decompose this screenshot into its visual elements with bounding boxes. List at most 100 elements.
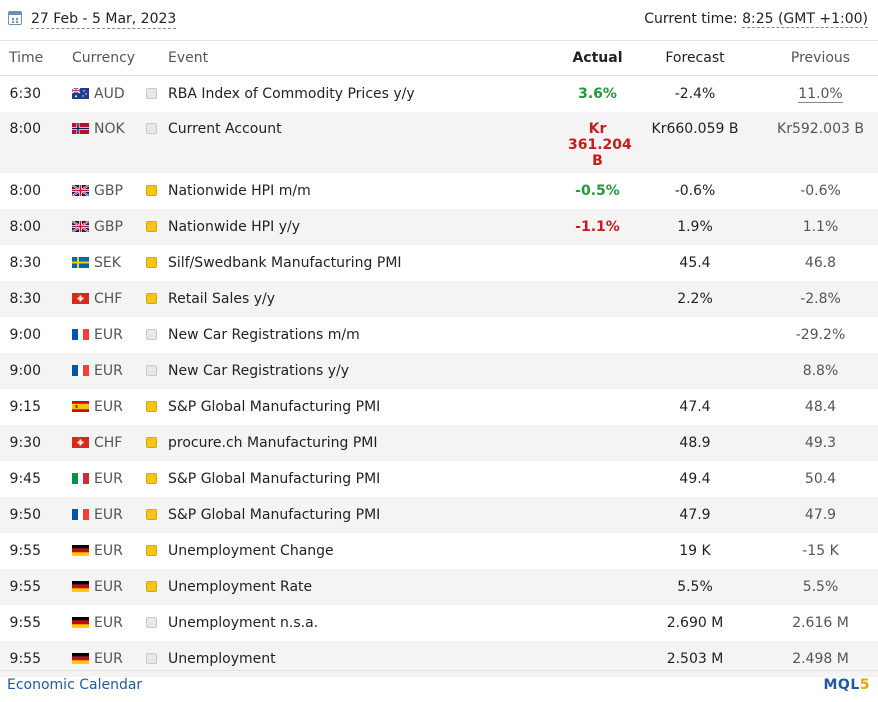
currency-code: EUR [94,363,123,379]
event-name[interactable]: New Car Registrations y/y [168,353,568,389]
france-flag-icon [72,508,89,520]
table-row[interactable]: 9:15 EUR S&P Global Manufacturing PMI 47.4 4… [0,389,878,425]
table-row[interactable]: 9:30 CHF procure.ch Manufacturing PMI 48.9 4… [0,425,878,461]
importance-indicator-icon [146,365,157,376]
event-previous: 1.1% [763,209,878,245]
event-previous: Kr592.003 B [763,112,878,173]
col-previous: Previous [763,41,878,76]
table-row[interactable]: 9:55 EUR Unemployment 2.503 M 2.498 M [0,641,878,677]
table-row[interactable]: 9:00 EUR New Car Registrations m/m -29.2% [0,317,878,353]
event-forecast: -2.4% [674,86,716,102]
col-time: Time [0,41,72,76]
event-name[interactable]: RBA Index of Commodity Prices y/y [168,86,415,102]
event-previous: 49.3 [763,425,878,461]
event-forecast: 2.2% [627,281,763,317]
previous-value: 46.8 [804,255,837,271]
event-actual [568,605,627,641]
event-name[interactable]: Unemployment [168,641,568,677]
event-time: 8:00 [9,183,41,199]
event-name[interactable]: S&P Global Manufacturing PMI [168,497,568,533]
event-forecast: 2.690 M [666,615,724,631]
previous-value: 1.1% [802,219,839,235]
event-name[interactable]: Current Account [168,112,568,173]
table-row[interactable]: 8:30 SEK Silf/Swedbank Manufacturing PMI 45… [0,245,878,281]
table-row[interactable]: 9:45 EUR S&P Global Manufacturing PMI 49.4 5… [0,461,878,497]
date-range-selector[interactable]: 27 Feb - 5 Mar, 2023 [31,11,177,29]
event-name[interactable]: Nationwide HPI m/m [168,183,311,199]
event-name[interactable]: S&P Global Manufacturing PMI [168,399,381,415]
importance-indicator-icon [146,473,157,484]
importance-cell [146,605,168,641]
event-previous: 47.9 [763,497,878,533]
importance-cell [146,281,168,317]
event-time: 9:45 [9,471,41,487]
event-name[interactable]: Unemployment n.s.a. [168,615,319,631]
currency-code: EUR [94,471,123,487]
germany-flag-icon [72,616,89,628]
previous-value: -15 K [802,543,839,559]
table-row[interactable]: 8:00 NOK Current Account Kr 361.204 B Kr660.0… [0,112,878,173]
table-header: Time Currency Event Actual Forecast Prev… [0,41,878,76]
uk-flag-icon [71,220,90,233]
table-row[interactable]: 8:30 CHF Retail Sales y/y 2.2% -2.8% [0,281,878,317]
event-time: 8:30 [0,281,72,317]
table-row[interactable]: 9:55 EUR Unemployment Change 19 K -15 K [0,533,878,569]
calendar-icon[interactable] [8,11,22,25]
importance-cell [146,461,168,497]
table-row[interactable]: 9:55 EUR Unemployment n.s.a. 2.690 M 2.616 M [0,605,878,641]
event-name[interactable]: Silf/Swedbank Manufacturing PMI [168,255,402,271]
importance-indicator-icon [146,257,157,268]
france-flag-icon [72,328,89,340]
importance-cell [146,569,168,605]
event-currency: EUR [72,317,146,353]
event-forecast [627,353,763,389]
event-name[interactable]: procure.ch Manufacturing PMI [168,425,568,461]
event-currency: EUR [72,353,146,389]
event-name[interactable]: Unemployment Rate [168,569,568,605]
table-row[interactable]: 6:30 AUD RBA Index of Commodity Prices y/y… [0,76,878,113]
event-time: 8:30 [9,255,41,271]
mql5-logo[interactable]: MQL5 [823,677,870,693]
event-previous: -29.2% [763,317,878,353]
event-time: 8:00 [0,112,72,173]
table-row[interactable]: 9:00 EUR New Car Registrations y/y 8.8% [0,353,878,389]
currency-code: CHF [94,435,123,451]
italy-flag-icon [72,472,89,484]
australia-flag-icon [71,87,89,99]
importance-indicator-icon [146,617,157,628]
importance-indicator-icon [146,88,157,99]
importance-indicator-icon [146,221,157,232]
currency-code: EUR [94,507,123,523]
event-name[interactable]: Nationwide HPI y/y [168,209,568,245]
event-actual: -1.1% [568,209,627,245]
event-actual: -0.5% [568,173,627,209]
event-previous: 48.4 [763,389,878,425]
event-time: 9:55 [0,641,72,677]
importance-cell [146,641,168,677]
previous-value: 8.8% [802,363,839,379]
event-name[interactable]: S&P Global Manufacturing PMI [168,471,381,487]
economic-calendar-link[interactable]: Economic Calendar [7,677,143,693]
event-actual [568,425,627,461]
previous-value: -29.2% [795,327,846,343]
event-actual [568,317,627,353]
table-row[interactable]: 9:55 EUR Unemployment Rate 5.5% 5.5% [0,569,878,605]
timezone-selector[interactable]: 8:25 (GMT +1:00) [742,11,868,28]
table-row[interactable]: 8:00 GBP Nationwide HPI m/m -0.5% -0.6% -0.6% [0,173,878,209]
previous-value: 47.9 [804,507,837,523]
currency-code: EUR [94,399,123,415]
event-name[interactable]: New Car Registrations m/m [168,327,360,343]
event-actual [568,389,627,425]
col-event: Event [168,41,568,76]
switzerland-flag-icon [72,292,89,304]
col-currency: Currency [72,41,146,76]
event-name[interactable]: Unemployment Change [168,543,334,559]
event-currency: CHF [72,281,146,317]
event-time: 9:55 [0,569,72,605]
event-forecast: 47.4 [679,399,711,415]
currency-code: CHF [94,291,123,307]
event-name[interactable]: Retail Sales y/y [168,281,568,317]
actual-value: -0.5% [575,183,620,199]
table-row[interactable]: 9:50 EUR S&P Global Manufacturing PMI 47.9 4… [0,497,878,533]
table-row[interactable]: 8:00 GBP Nationwide HPI y/y -1.1% 1.9% 1.1% [0,209,878,245]
